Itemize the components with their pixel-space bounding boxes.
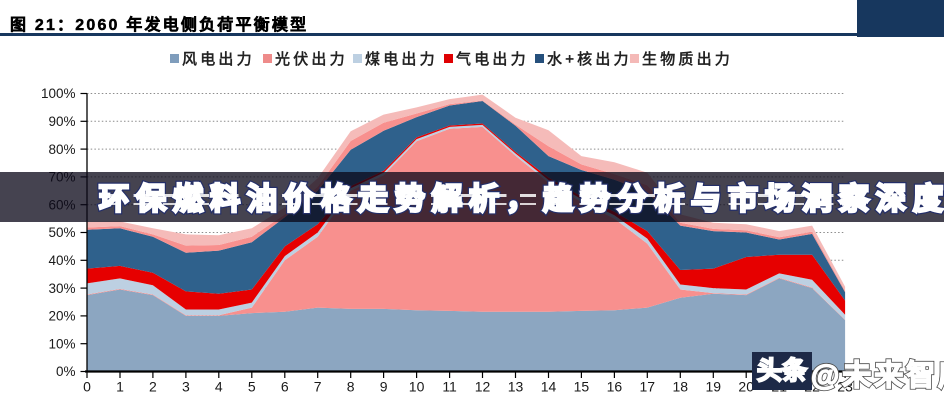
svg-text:15: 15: [574, 379, 590, 395]
svg-text:6: 6: [281, 379, 289, 395]
svg-text:11: 11: [442, 379, 457, 395]
svg-text:5: 5: [248, 379, 256, 395]
svg-text:13: 13: [508, 379, 524, 395]
svg-text:90%: 90%: [48, 114, 75, 129]
svg-text:7: 7: [314, 379, 322, 395]
svg-text:14: 14: [541, 379, 557, 395]
svg-text:17: 17: [640, 379, 656, 395]
svg-text:0: 0: [83, 379, 91, 395]
svg-text:19: 19: [706, 379, 722, 395]
svg-text:30%: 30%: [48, 281, 75, 296]
svg-text:8: 8: [347, 379, 355, 395]
svg-text:10: 10: [409, 379, 425, 395]
svg-text:12: 12: [475, 379, 491, 395]
svg-text:16: 16: [607, 379, 623, 395]
svg-text:20: 20: [738, 379, 754, 395]
svg-text:9: 9: [380, 379, 388, 395]
svg-text:2: 2: [149, 379, 157, 395]
svg-text:100%: 100%: [41, 86, 76, 101]
svg-text:40%: 40%: [48, 253, 75, 268]
svg-text:10%: 10%: [48, 336, 75, 351]
svg-text:4: 4: [215, 379, 223, 395]
svg-text:50%: 50%: [48, 225, 75, 240]
svg-text:80%: 80%: [48, 142, 75, 157]
svg-text:20%: 20%: [48, 309, 75, 324]
svg-text:18: 18: [673, 379, 689, 395]
svg-text:3: 3: [182, 379, 190, 395]
svg-text:23: 23: [837, 379, 853, 395]
svg-text:1: 1: [116, 379, 124, 395]
svg-text:0%: 0%: [56, 364, 76, 379]
